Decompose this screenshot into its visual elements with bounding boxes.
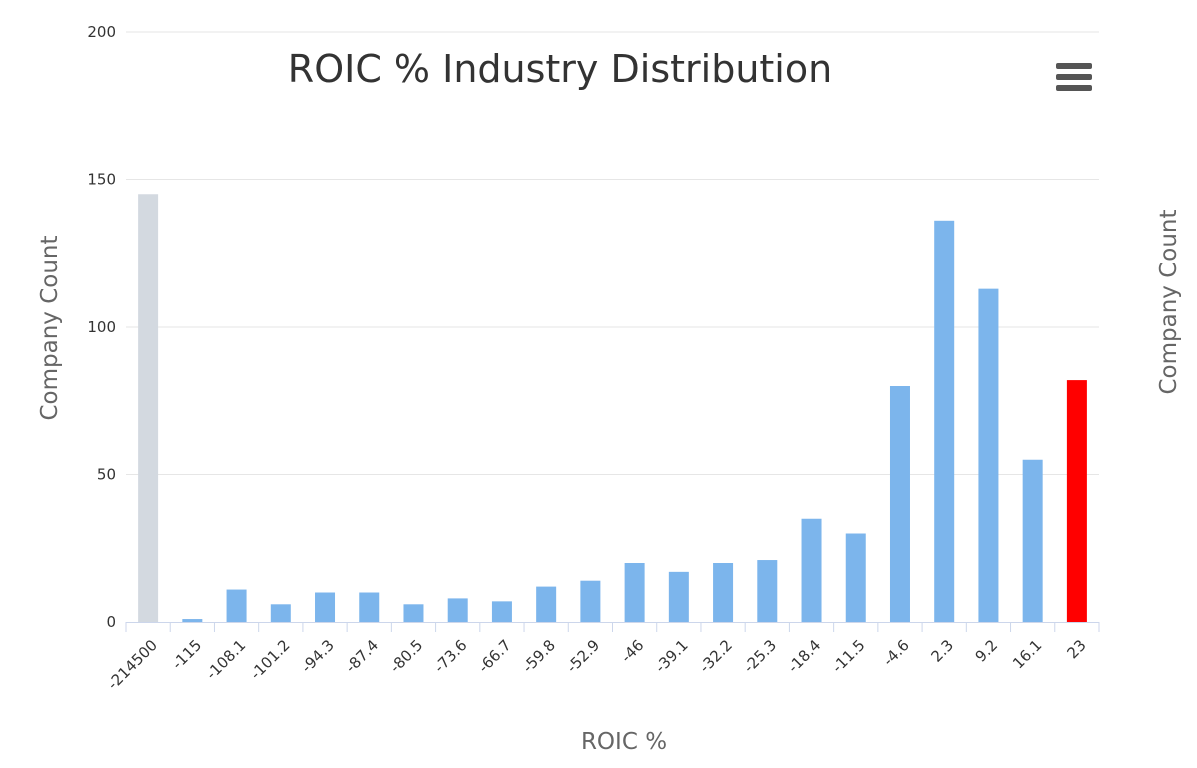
bar[interactable] — [403, 604, 424, 622]
x-tick-label: -46 — [617, 636, 647, 666]
y-tick-label: 50 — [97, 466, 116, 484]
bar[interactable] — [536, 586, 557, 622]
x-tick-label: -73.6 — [430, 636, 470, 676]
x-tick-label: 16.1 — [1009, 636, 1045, 672]
bar[interactable] — [801, 518, 822, 622]
x-tick-label: -115 — [168, 636, 205, 673]
bar[interactable] — [491, 601, 512, 622]
y-tick-label: 150 — [87, 171, 116, 189]
x-tick-label: -11.5 — [828, 636, 868, 676]
x-tick-label: -59.8 — [519, 636, 559, 676]
x-tick-label: -39.1 — [651, 636, 691, 676]
x-tick-label: 23 — [1063, 636, 1089, 662]
y-axis-label-right: Company Count — [1156, 209, 1182, 394]
bars — [138, 194, 1087, 623]
bar[interactable] — [978, 288, 999, 622]
hamburger-icon-bar — [1056, 85, 1092, 91]
x-tick-label: -52.9 — [563, 636, 603, 676]
x-tick-label: -80.5 — [386, 636, 426, 676]
y-axis-label: Company Count — [37, 235, 63, 420]
x-tick-label: 9.2 — [972, 636, 1002, 666]
y-tick-label: 200 — [87, 23, 116, 41]
x-tick-label: -214500 — [104, 636, 161, 693]
chart-menu-button[interactable] — [1052, 58, 1096, 96]
x-axis: -214500 -115-108.1-101.2 -94.3 -87.4 -80.5 -7… — [104, 622, 1100, 693]
hamburger-icon-bar — [1056, 74, 1092, 80]
bar[interactable] — [845, 533, 866, 623]
y-tick-label: 100 — [87, 318, 116, 336]
y-tick-label: 0 — [106, 613, 116, 631]
bar[interactable] — [315, 592, 336, 623]
y-axis: 0 50 100 150 200 — [87, 23, 116, 631]
x-tick-label: -94.3 — [298, 636, 338, 676]
bar[interactable] — [182, 619, 203, 622]
bar[interactable] — [624, 563, 645, 622]
hamburger-icon — [1056, 63, 1092, 69]
bar[interactable] — [580, 580, 601, 622]
x-tick-label: -108.1 — [202, 636, 249, 683]
bar[interactable] — [226, 589, 247, 622]
bar[interactable] — [270, 604, 291, 622]
bar[interactable] — [1022, 459, 1043, 622]
x-tick-label: -87.4 — [342, 636, 382, 676]
chart-title: ROIC % Industry Distribution — [288, 47, 832, 91]
bar[interactable] — [1066, 380, 1087, 622]
bar[interactable] — [757, 560, 778, 622]
bar[interactable] — [359, 592, 380, 623]
bar[interactable] — [934, 220, 955, 623]
x-axis-label: ROIC % — [581, 729, 667, 755]
x-tick-label: 2.3 — [927, 636, 957, 666]
bar[interactable] — [138, 194, 159, 622]
x-tick-label: -4.6 — [879, 636, 912, 669]
x-tick-label: -18.4 — [784, 636, 824, 676]
x-tick-label: -66.7 — [475, 636, 515, 676]
x-tick-label: -25.3 — [740, 636, 780, 676]
bar[interactable] — [668, 571, 689, 622]
x-tick-label: -32.2 — [696, 636, 736, 676]
bar[interactable] — [713, 563, 734, 622]
bar[interactable] — [447, 598, 468, 622]
x-tick-label: -101.2 — [247, 636, 294, 683]
bar[interactable] — [889, 386, 910, 622]
